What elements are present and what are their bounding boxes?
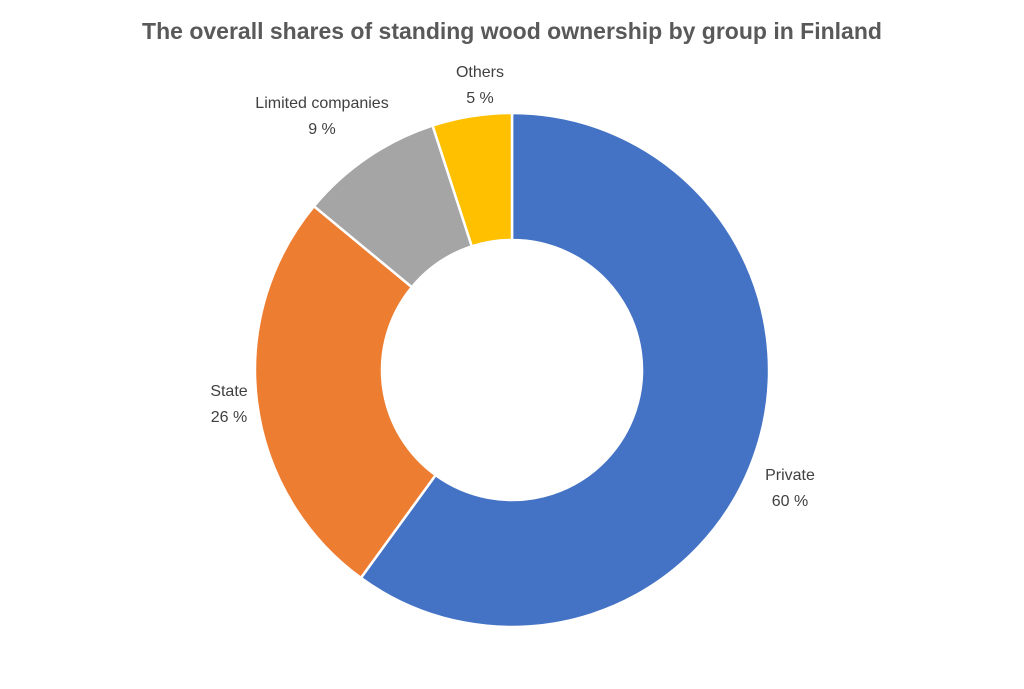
doughnut-slices: [253, 111, 771, 629]
slice-label-value: 5 %: [466, 90, 494, 107]
slice-label-name: Others: [456, 64, 504, 81]
slice-label-name: State: [210, 383, 247, 400]
slice-label-name: Private: [765, 467, 815, 484]
slice-labels: Private 60 % State 26 % Limited companies 9 %…: [210, 64, 815, 510]
chart-title: The overall shares of standing wood owne…: [142, 18, 882, 44]
slice-label-value: 26 %: [211, 409, 247, 426]
slice-state: [253, 204, 438, 580]
slice-label-value: 9 %: [308, 121, 336, 138]
slice-others: [431, 111, 514, 248]
slice-private: [359, 111, 771, 629]
slice-label-name: Limited companies: [255, 95, 388, 112]
slice-label-value: 60 %: [772, 493, 808, 510]
